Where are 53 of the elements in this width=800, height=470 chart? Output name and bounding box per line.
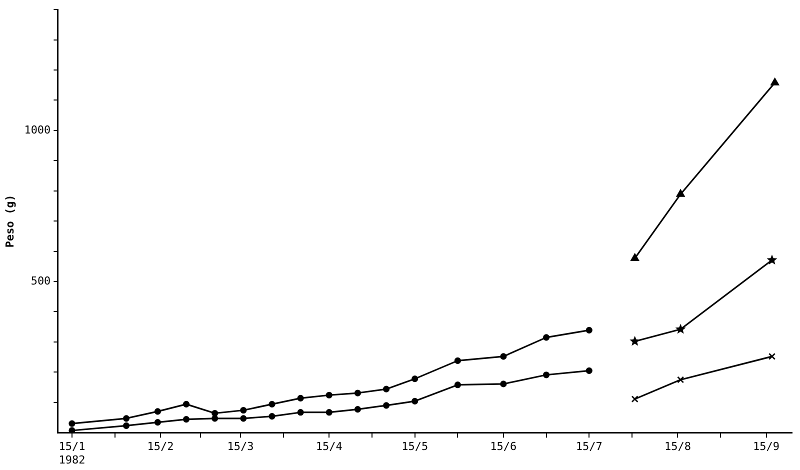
x-tick-label: 15/8 bbox=[664, 440, 691, 454]
x-tick-label: 15/6 bbox=[490, 440, 517, 454]
x-tick-label: 15/2 bbox=[147, 440, 174, 454]
point bbox=[382, 402, 390, 409]
point bbox=[297, 409, 304, 416]
point bbox=[500, 353, 507, 360]
point bbox=[268, 400, 276, 408]
point bbox=[675, 324, 686, 334]
point bbox=[182, 400, 190, 408]
point bbox=[631, 396, 638, 403]
point bbox=[454, 382, 462, 388]
point bbox=[630, 336, 640, 346]
point bbox=[766, 254, 778, 265]
point bbox=[326, 392, 332, 398]
x-tick-label: 15/7 bbox=[576, 440, 602, 454]
point bbox=[586, 367, 592, 374]
point bbox=[268, 412, 276, 420]
point bbox=[154, 408, 161, 415]
point bbox=[354, 406, 361, 413]
point bbox=[454, 357, 462, 364]
point bbox=[182, 416, 190, 423]
point bbox=[122, 422, 130, 429]
point bbox=[412, 376, 418, 382]
y-tick-label: 1000 bbox=[24, 123, 51, 136]
point bbox=[630, 254, 640, 261]
point bbox=[770, 78, 780, 86]
point bbox=[68, 420, 76, 427]
point bbox=[412, 398, 418, 404]
point bbox=[212, 415, 218, 422]
x-tick-label: 15/1 1982 bbox=[58, 440, 86, 466]
x-tick-label: 15/4 bbox=[316, 440, 343, 454]
point bbox=[677, 376, 684, 384]
point bbox=[586, 326, 592, 334]
y-tick-label: 500 bbox=[30, 274, 51, 288]
x-tick-label: 15/9 bbox=[753, 440, 780, 454]
point bbox=[382, 386, 390, 392]
point bbox=[240, 415, 247, 422]
point bbox=[326, 409, 332, 416]
point bbox=[542, 334, 550, 341]
point bbox=[676, 190, 685, 197]
point bbox=[297, 394, 304, 402]
point bbox=[240, 406, 247, 414]
point bbox=[68, 427, 76, 433]
point bbox=[154, 419, 161, 426]
x-tick-label: 15/3 bbox=[227, 440, 254, 454]
point bbox=[122, 415, 130, 422]
point bbox=[768, 352, 776, 360]
y-axis-title: Peso (g) bbox=[3, 194, 16, 248]
point bbox=[500, 380, 507, 388]
point bbox=[212, 410, 218, 417]
point bbox=[354, 390, 361, 396]
point bbox=[542, 372, 550, 378]
x-tick-label: 15/5 bbox=[402, 440, 428, 454]
